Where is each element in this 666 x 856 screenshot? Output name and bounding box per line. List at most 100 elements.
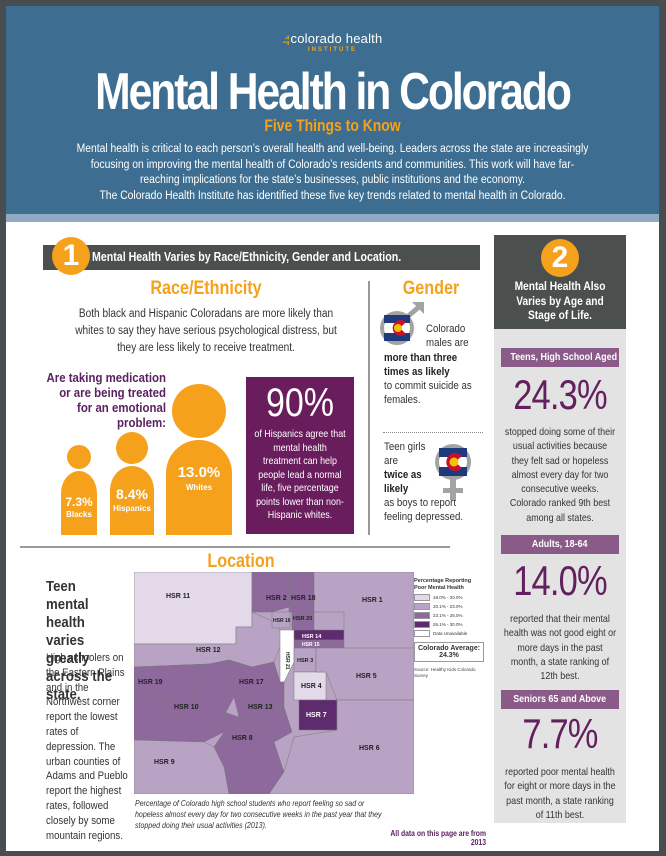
age-pct-adults: 14.0% — [513, 557, 607, 604]
person-head — [172, 384, 226, 438]
svg-text:HSR 8: HSR 8 — [232, 735, 253, 742]
person-body — [166, 440, 232, 535]
female-text-pre: Teen girls are — [384, 441, 426, 467]
legend-title: Percentage Reporting Poor Mental Health — [414, 578, 472, 591]
female-colorado-icon — [435, 444, 471, 500]
map-legend: Percentage Reporting Poor Mental Health … — [414, 578, 484, 678]
svg-text:HSR 11: HSR 11 — [166, 593, 190, 600]
legend-label: 18.0% - 20.0% — [433, 595, 463, 600]
page-title: Mental Health in Colorado — [95, 63, 572, 121]
pct-whites: 13.0% — [177, 464, 221, 481]
section1-banner — [43, 245, 480, 270]
logo-text: colorado health — [290, 31, 383, 46]
age-label-text: Adults, 18-64 — [532, 538, 588, 550]
legend-item: 20.1% - 23.0% — [414, 603, 484, 610]
svg-text:HSR 1: HSR 1 — [362, 597, 383, 604]
gender-dotted-divider — [383, 432, 483, 433]
gender-title: Gender — [402, 278, 460, 299]
all-data-note: All data on this page are from 2013 — [390, 829, 486, 847]
pct-blacks: 7.3% — [65, 495, 93, 509]
legend-label: 20.1% - 23.0% — [433, 604, 463, 609]
svg-text:HSR 12: HSR 12 — [196, 647, 221, 654]
svg-text:HSR 9: HSR 9 — [154, 759, 175, 766]
svg-text:HSR 6: HSR 6 — [359, 745, 380, 752]
person-head — [116, 432, 148, 464]
section2-number: 2 — [541, 239, 579, 277]
logo-subtext: INSTITUTE — [308, 47, 357, 53]
svg-text:HSR 3: HSR 3 — [297, 658, 313, 664]
medication-label: Are taking medication or are being treat… — [46, 370, 167, 430]
male-text-pre: Colorado males are — [426, 323, 469, 349]
legend-item: 26.1% - 30.0% — [414, 621, 484, 628]
map-caption: Percentage of Colorado high school stude… — [135, 799, 382, 830]
person-body — [110, 466, 154, 535]
average-value: 24.3% — [439, 652, 459, 659]
label-hispanics: Hispanics — [113, 504, 151, 513]
svg-text:HSR 14: HSR 14 — [302, 634, 322, 640]
female-text-bold: twice as likely — [384, 469, 422, 495]
average-label: Colorado Average: — [417, 645, 481, 652]
legend-label: 26.1% - 30.0% — [433, 622, 463, 627]
age-desc-teens: stopped doing some of their usual activi… — [504, 426, 616, 524]
legend-label: Data Unavailable — [433, 631, 468, 636]
map-source: Source: Healthy Kids Colorado Survey — [414, 667, 476, 678]
svg-text:HSR 2: HSR 2 — [266, 595, 287, 602]
legend-item: 23.1% - 26.0% — [414, 612, 484, 619]
legend-swatch — [414, 621, 430, 628]
logo-burst-icon: .:¦ — [282, 35, 290, 46]
infographic-page: .:¦ colorado health INSTITUTE Mental Heal… — [6, 6, 659, 851]
header: .:¦ colorado health INSTITUTE Mental Heal… — [6, 6, 659, 214]
section1-number: 1 — [52, 237, 90, 275]
svg-text:HSR 18: HSR 18 — [291, 595, 316, 602]
section1-heading: Mental Health Varies by Race/Ethnicity, … — [92, 250, 402, 264]
age-pct-seniors: 7.7% — [522, 710, 598, 757]
person-head — [67, 445, 91, 469]
svg-text:HSR 15: HSR 15 — [302, 642, 320, 648]
legend-swatch — [414, 594, 430, 601]
age-desc-seniors: reported poor mental health for eight or… — [504, 766, 616, 821]
section2-header: 2 Mental Health Also Varies by Age and S… — [494, 235, 626, 329]
race-ethnicity-title: Race/Ethnicity — [150, 278, 262, 299]
age-label-text: Seniors 65 and Above — [513, 693, 607, 705]
person-figure-blacks: 7.3% Blacks — [61, 445, 97, 535]
teen-body-text: High schoolers on the Eastern Plains and… — [46, 652, 128, 842]
svg-text:HSR 5: HSR 5 — [356, 673, 377, 680]
age-desc-adults: reported that their mental health was no… — [503, 613, 617, 683]
legend-swatch — [414, 612, 430, 619]
person-figure-whites: 13.0% Whites — [166, 384, 232, 535]
header-divider-strip — [6, 214, 659, 222]
teen-headline: Teen mental health varies greatly across… — [46, 578, 113, 703]
legend-swatch — [414, 630, 430, 637]
male-text-post: to commit suicide as females. — [384, 380, 472, 406]
legend-label: 23.1% - 26.0% — [433, 613, 463, 618]
male-text-bold: more than three times as likely — [384, 352, 458, 378]
intro-paragraph-2: The Colorado Health Institute has identi… — [99, 190, 566, 202]
colorado-average-box: Colorado Average: 24.3% — [414, 642, 484, 662]
vertical-divider — [368, 281, 370, 535]
intro-paragraph: Mental health is critical to each person… — [76, 143, 589, 186]
person-figure-hispanics: 8.4% Hispanics — [110, 432, 154, 535]
svg-text:HSR 16: HSR 16 — [273, 618, 291, 624]
legend-item: 18.0% - 20.0% — [414, 594, 484, 601]
male-colorado-icon — [380, 302, 424, 345]
age-pct-teens: 24.3% — [513, 371, 607, 418]
age-group-label-seniors: Seniors 65 and Above — [501, 690, 619, 709]
svg-text:HSR 19: HSR 19 — [138, 679, 163, 686]
location-title: Location — [207, 551, 275, 572]
svg-text:HSR 7: HSR 7 — [306, 712, 327, 719]
female-text-post: as boys to report feeling depressed. — [384, 497, 464, 523]
highlight-percent: 90% — [265, 381, 335, 425]
section2-title: Mental Health Also Varies by Age and Sta… — [514, 279, 606, 322]
label-whites: Whites — [185, 483, 213, 492]
label-blacks: Blacks — [66, 510, 92, 519]
svg-text:HSR 13: HSR 13 — [248, 704, 273, 711]
chi-logo: .:¦ colorado health INSTITUTE — [6, 30, 659, 53]
svg-text:HSR 21: HSR 21 — [284, 652, 290, 670]
person-body — [61, 471, 97, 535]
legend-swatch — [414, 603, 430, 610]
age-group-label-adults: Adults, 18-64 — [501, 535, 619, 554]
colorado-hsr-map: HSR 11 HSR 2 HSR 18 HSR 1 HSR 16 HSR 20 … — [134, 572, 414, 794]
section2-panel: 2 Mental Health Also Varies by Age and S… — [494, 235, 626, 823]
age-label-text: Teens, High School Aged — [510, 351, 618, 363]
page-subtitle: Five Things to Know — [264, 116, 401, 135]
